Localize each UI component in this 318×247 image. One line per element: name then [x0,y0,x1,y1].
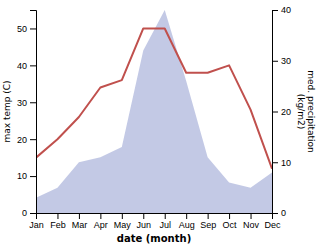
tick-label: Apr [94,220,108,230]
tick-mark [30,65,36,66]
x-axis: Jan Feb Mar Apr May Jun Jul Aug Sep Oct Nov Dec [29,213,281,230]
tick: Apr [94,213,108,230]
axis-line [30,11,37,214]
tick: Oct [223,213,238,230]
tick: 20 [17,135,36,145]
tick: 0 [22,208,36,218]
tick-mark [57,213,58,219]
tick: 30 [272,56,291,66]
tick: 20 [272,107,291,117]
tick-mark [186,213,187,219]
tick-mark [272,213,278,214]
tick-label: 20 [281,107,291,117]
plot: JanFebMarAprMayJunJulAugSepOctNovDec0102… [17,5,291,230]
axis-line [37,214,273,220]
tick: 50 [17,24,36,34]
tick-mark [165,213,166,219]
tick-label: 30 [17,98,27,108]
tick-mark [30,176,36,177]
y2-axis-title: med. precipitation(kg/m2) [296,70,316,152]
tick: Nov [243,213,260,230]
tick-label: 0 [281,208,286,218]
tick-mark [30,139,36,140]
tick: Aug [179,213,195,230]
y-axis-title: max temp (C) [2,80,12,142]
axis-line [273,11,279,214]
tick-mark [272,61,278,62]
tick: 40 [17,61,36,71]
tick: 30 [17,98,36,108]
tick: Feb [50,213,66,230]
tick-label: Jul [159,220,171,230]
tick-mark [251,213,252,219]
tick-label: Jan [29,220,44,230]
tick: 0 [272,208,286,218]
tick-mark [122,213,123,219]
tick-mark [143,213,144,219]
tick-mark [79,213,80,219]
tick: 10 [17,171,36,181]
tick-label: 50 [17,24,27,34]
tick-label: 10 [281,158,291,168]
x-axis-title: date (month) [117,233,191,244]
tick: Jun [137,213,152,230]
tick: May [114,213,132,230]
precipitation-area [36,10,272,213]
tick-label: 40 [17,61,27,71]
tick: Mar [72,213,88,230]
tick-label: 20 [17,135,27,145]
tick-label: Feb [50,220,66,230]
tick: Sep [200,213,216,230]
tick-label: 30 [281,56,291,66]
tick-mark [272,112,278,113]
tick-mark [229,213,230,219]
tick: Jul [159,213,171,230]
tick-mark [30,102,36,103]
tick-label: Oct [223,220,238,230]
temperature-line [36,28,272,168]
tick-label: 40 [281,5,291,15]
tick-label: Nov [243,220,260,230]
y2-axis-title-line: med. precipitation [306,70,316,152]
tick-label: Jun [137,220,152,230]
tick-label: Dec [264,220,281,230]
y-axis: 0 10 20 30 40 50 [17,11,37,219]
tick-mark [100,213,101,219]
tick-mark [208,213,209,219]
tick-mark [272,162,278,163]
tick-label: 0 [22,208,27,218]
y2-axis-title-line: (kg/m2) [296,94,306,129]
tick-mark [30,28,36,29]
y2-axis: 0 10 20 30 40 [272,5,291,218]
tick: 10 [272,158,291,168]
chart: JanFebMarAprMayJunJulAugSepOctNovDec0102… [0,0,318,247]
tick-mark [272,10,278,11]
tick: Jan [29,213,44,230]
tick-label: May [114,220,132,230]
tick: Dec [264,213,281,230]
marks [36,10,272,213]
tick-label: 10 [17,171,27,181]
tick-label: Aug [179,220,195,230]
tick-mark [30,213,36,214]
tick-label: Sep [200,220,216,230]
tick: 40 [272,5,291,15]
tick-label: Mar [72,220,88,230]
